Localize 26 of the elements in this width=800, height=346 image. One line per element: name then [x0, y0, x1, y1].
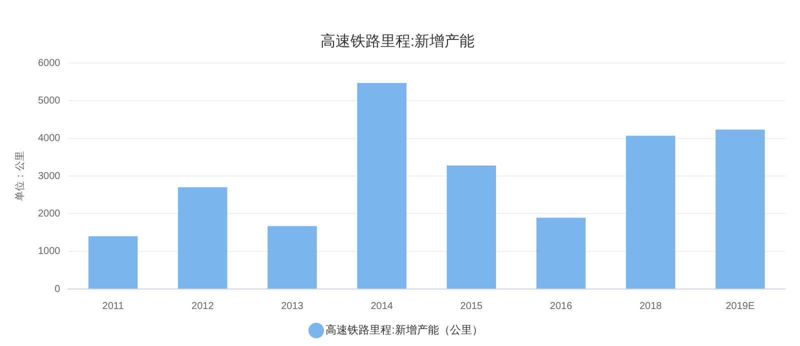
x-tick-label: 2018: [639, 300, 662, 312]
bar: [268, 226, 317, 288]
bar: [178, 187, 228, 288]
y-tick-label: 2000: [38, 208, 61, 220]
x-tick-label: 2016: [550, 300, 573, 312]
y-tick-label: 0: [54, 284, 61, 295]
bar: [357, 82, 406, 288]
bar: [88, 236, 138, 288]
y-tick-label: 5000: [38, 95, 61, 106]
bar: [626, 136, 676, 288]
bar: [536, 218, 586, 288]
legend-label: 高速铁路里程:新增产能（公里）: [326, 324, 483, 337]
y-axis-title: 单位：公里: [14, 151, 26, 201]
y-tick-label: 4000: [38, 133, 61, 144]
bar: [716, 130, 765, 288]
bar: [446, 165, 496, 288]
chart-title: 高速铁路里程:新增产能: [320, 33, 475, 50]
x-tick-label: 2013: [281, 300, 304, 312]
x-tick-label: 2015: [460, 300, 483, 312]
y-tick-label: 1000: [38, 246, 61, 258]
x-tick-label: 2012: [192, 300, 214, 312]
x-tick-label: 2014: [370, 300, 394, 312]
y-tick-label: 6000: [38, 58, 61, 69]
y-tick-label: 3000: [38, 170, 61, 182]
x-tick-label: 2019E: [726, 300, 755, 312]
x-tick-label: 2011: [102, 300, 124, 312]
